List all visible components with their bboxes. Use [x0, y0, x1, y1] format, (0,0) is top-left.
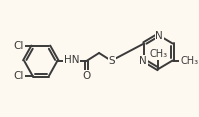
Text: N: N — [155, 31, 163, 41]
Text: N: N — [139, 55, 147, 66]
Text: HN: HN — [64, 55, 80, 65]
Text: CH₃: CH₃ — [149, 49, 167, 59]
Text: Cl: Cl — [14, 71, 24, 81]
Text: S: S — [108, 56, 115, 66]
Text: Cl: Cl — [14, 41, 24, 51]
Text: O: O — [82, 71, 91, 81]
Text: CH₃: CH₃ — [180, 55, 198, 66]
